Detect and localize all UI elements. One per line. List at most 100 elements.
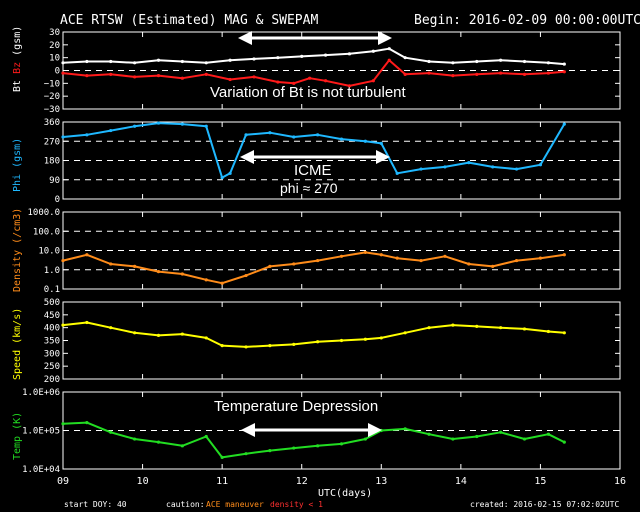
begin-time: Begin: 2016-02-09 00:00:00UTC — [414, 13, 640, 28]
temp-point — [292, 446, 296, 450]
density-point — [419, 258, 423, 263]
speed-point — [133, 331, 137, 335]
temp-point — [61, 422, 65, 426]
temp-point — [85, 421, 89, 425]
bt-bz-point — [387, 47, 391, 51]
temp-point — [427, 432, 431, 436]
phi-point — [316, 133, 320, 137]
density-point — [491, 264, 495, 268]
temp-point — [268, 449, 272, 453]
phi-point — [244, 133, 248, 137]
temp-point — [363, 437, 367, 441]
density-legend: density < 1 — [270, 500, 323, 509]
plot-title: ACE RTSW (Estimated) MAG & SWEPAM — [60, 13, 318, 28]
bt-bz-point — [522, 59, 527, 64]
density-point — [244, 273, 248, 278]
phi-point — [228, 171, 232, 175]
bt-bz-point — [347, 52, 352, 56]
bt-bz-point — [252, 75, 256, 79]
start-doy: start DOY: 40 — [64, 500, 127, 509]
bt-bz-point — [180, 76, 184, 80]
temp-point — [475, 434, 479, 439]
bt-bz-ytick-label: 0 — [55, 67, 60, 77]
bt-bz-point — [109, 59, 113, 64]
phi-point — [133, 124, 137, 128]
density-point — [180, 272, 184, 276]
speed-point — [244, 345, 248, 349]
temp-ytick-label: 1.0E+05 — [22, 427, 60, 437]
density-point — [562, 253, 566, 257]
icme-arrow — [240, 150, 390, 164]
phi-point — [220, 176, 224, 180]
speed-point — [475, 324, 479, 328]
temp-point — [451, 437, 455, 441]
phi-ytick-label: 180 — [44, 157, 60, 167]
bt-bz-point — [562, 70, 566, 74]
temp-annotation: Temperature Depression — [214, 398, 378, 415]
temp-point — [180, 444, 184, 448]
bt-bz-point — [371, 79, 375, 83]
temp-point — [133, 437, 137, 441]
speed-point — [403, 331, 407, 335]
bt-bz-point — [546, 61, 550, 65]
bt-bz-ytick-label: −20 — [44, 92, 60, 102]
xlabel: UTC(days) — [318, 488, 372, 499]
density-point — [61, 258, 65, 263]
density-point — [292, 262, 296, 266]
bt-bz-point — [403, 72, 407, 76]
phi-annotation: phi ≈ 270 — [280, 180, 338, 196]
xtick-label: 14 — [455, 476, 467, 487]
bt-bz-point — [85, 59, 89, 64]
bt-bz-point — [276, 56, 280, 60]
bt-bz-point — [451, 74, 455, 78]
phi-point — [292, 135, 296, 139]
phi-point — [467, 161, 471, 165]
temp-point — [204, 434, 208, 439]
phi-point — [268, 131, 272, 135]
bt-bz-point — [300, 54, 304, 58]
bt-bz-point — [403, 56, 407, 60]
bt-bz-point — [156, 58, 161, 62]
phi-point — [562, 122, 566, 126]
density-point — [268, 264, 272, 268]
bt-bz-point — [61, 71, 65, 75]
density-point — [204, 278, 208, 282]
speed-point — [156, 333, 161, 337]
xtick-label: 15 — [534, 476, 546, 487]
speed-ytick-label: 500 — [44, 298, 60, 308]
density-point — [395, 256, 399, 260]
speed-point — [292, 342, 296, 346]
xtick-label: 13 — [375, 476, 387, 487]
ylabel-gsm: (gsm) — [12, 26, 23, 56]
bt-bz-point — [475, 59, 479, 64]
temp-ytick-label: 1.0E+04 — [22, 465, 60, 475]
phi-point — [379, 141, 383, 145]
bt-bz-point — [180, 59, 184, 64]
bt-bz-point — [61, 61, 65, 65]
bt-bz-point — [292, 81, 296, 85]
temp-arrow — [241, 423, 382, 437]
bt-bz-point — [427, 71, 431, 75]
bt-bz-point — [451, 61, 455, 65]
density-point — [316, 258, 320, 263]
speed-point — [339, 338, 344, 343]
density-point — [133, 264, 137, 268]
speed-point — [85, 320, 89, 325]
density-series-density — [62, 251, 565, 285]
speed-ytick-label: 250 — [44, 362, 60, 372]
speed-ytick-label: 450 — [44, 311, 60, 321]
xtick-label: 12 — [296, 476, 308, 487]
speed-point — [522, 327, 527, 331]
speed-point — [546, 329, 550, 334]
temp-series-temp — [62, 421, 565, 459]
bt-bz-point — [522, 72, 527, 76]
bt-bz-point — [276, 80, 280, 84]
speed-point — [61, 323, 65, 327]
bt-bz-ytick-label: 30 — [49, 28, 60, 38]
speed-point — [268, 344, 272, 348]
bt-bz-point — [427, 59, 431, 64]
temp-point — [220, 455, 224, 460]
bt-bz-point — [228, 58, 232, 62]
phi-point — [538, 163, 543, 167]
